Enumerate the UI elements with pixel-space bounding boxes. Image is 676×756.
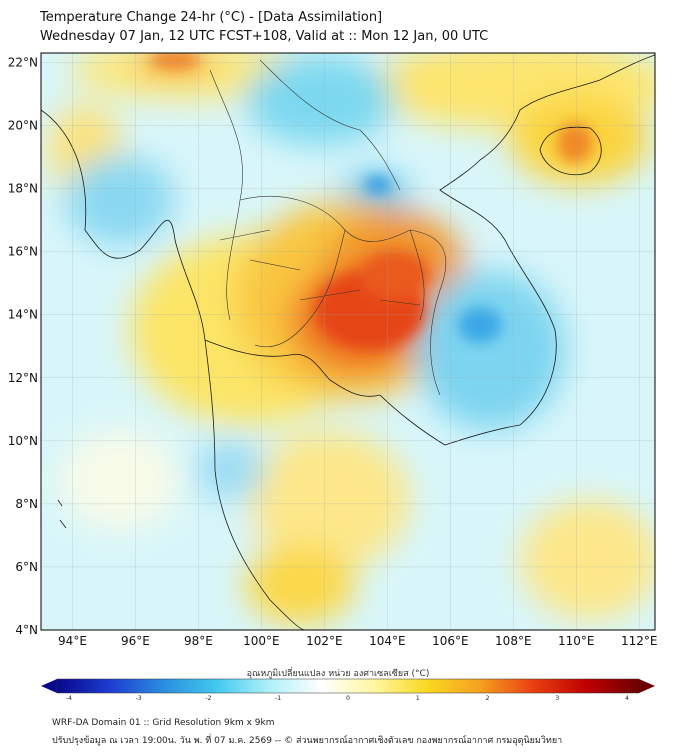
- lon-label: 110°E: [558, 634, 595, 648]
- footer-update-info: ปรับปรุงข้อมูล ณ เวลา 19:00น. วัน พ. ที่…: [52, 736, 563, 746]
- lat-label: 14°N: [8, 308, 38, 322]
- colorbar-tick-label: -1: [275, 695, 281, 700]
- lat-label: 22°N: [8, 55, 38, 69]
- colorbar-tick-label: 1: [416, 695, 420, 700]
- lon-label: 106°E: [432, 634, 469, 648]
- latitude-labels: 22°N 20°N 18°N 16°N 14°N 12°N 10°N 8°N 6°N 4°N: [8, 55, 38, 637]
- colorbar-min-arrow: [41, 679, 57, 693]
- longitude-labels: 94°E 96°E 98°E 100°E 102°E 104°E 106°E 108°E 110…: [58, 634, 657, 648]
- lon-label: 102°E: [306, 634, 343, 648]
- map-subtitle: Wednesday 07 Jan, 12 UTC FCST+108, Valid…: [40, 29, 489, 44]
- lon-label: 94°E: [58, 634, 87, 648]
- temperature-field: [41, 53, 655, 630]
- footer-model-info: WRF-DA Domain 01 :: Grid Resolution 9km …: [52, 718, 275, 728]
- lon-label: 100°E: [243, 634, 280, 648]
- colorbar-gradient: [56, 678, 640, 694]
- map-figure: 22°N 20°N 18°N 16°N 14°N 12°N 10°N 8°N 6°N 4°N 94…: [8, 52, 658, 700]
- lat-label: 10°N: [8, 434, 38, 448]
- colorbar-tick-label: -3: [136, 695, 142, 700]
- lon-label: 104°E: [369, 634, 406, 648]
- coastlines: [41, 54, 655, 630]
- admin-borders: [209, 59, 447, 396]
- lat-label: 20°N: [8, 119, 38, 133]
- colorbar-tick-label: 2: [486, 695, 490, 700]
- colorbar-tick-label: 3: [555, 695, 559, 700]
- lon-label: 108°E: [495, 634, 532, 648]
- colorbar-max-arrow: [639, 679, 655, 693]
- colorbar-label: อุณหภูมิเปลี่ยนแปลง หน่วย องศาเซลเซียส (…: [246, 669, 430, 679]
- lat-label: 4°N: [15, 623, 38, 637]
- lat-label: 18°N: [8, 182, 38, 196]
- gridlines: [41, 53, 655, 630]
- colorbar-tick-label: 4: [625, 695, 629, 700]
- lon-label: 98°E: [184, 634, 213, 648]
- colorbar-tick-label: -4: [66, 695, 72, 700]
- colorbar-tick-label: 0: [346, 695, 350, 700]
- lon-label: 112°E: [621, 634, 658, 648]
- colorbar-tick-label: -2: [206, 695, 212, 700]
- lat-label: 6°N: [15, 560, 38, 574]
- lat-label: 8°N: [15, 497, 38, 511]
- map-title: Temperature Change 24-hr (°C) - [Data As…: [40, 10, 383, 25]
- colorbar: -4 -3 -2 -1 0 1 2 3 4: [41, 678, 655, 700]
- map-frame: [40, 52, 656, 631]
- lon-label: 96°E: [121, 634, 150, 648]
- lat-label: 16°N: [8, 245, 38, 259]
- lat-label: 12°N: [8, 371, 38, 385]
- colorbar-ticks: -4 -3 -2 -1 0 1 2 3 4: [66, 695, 629, 700]
